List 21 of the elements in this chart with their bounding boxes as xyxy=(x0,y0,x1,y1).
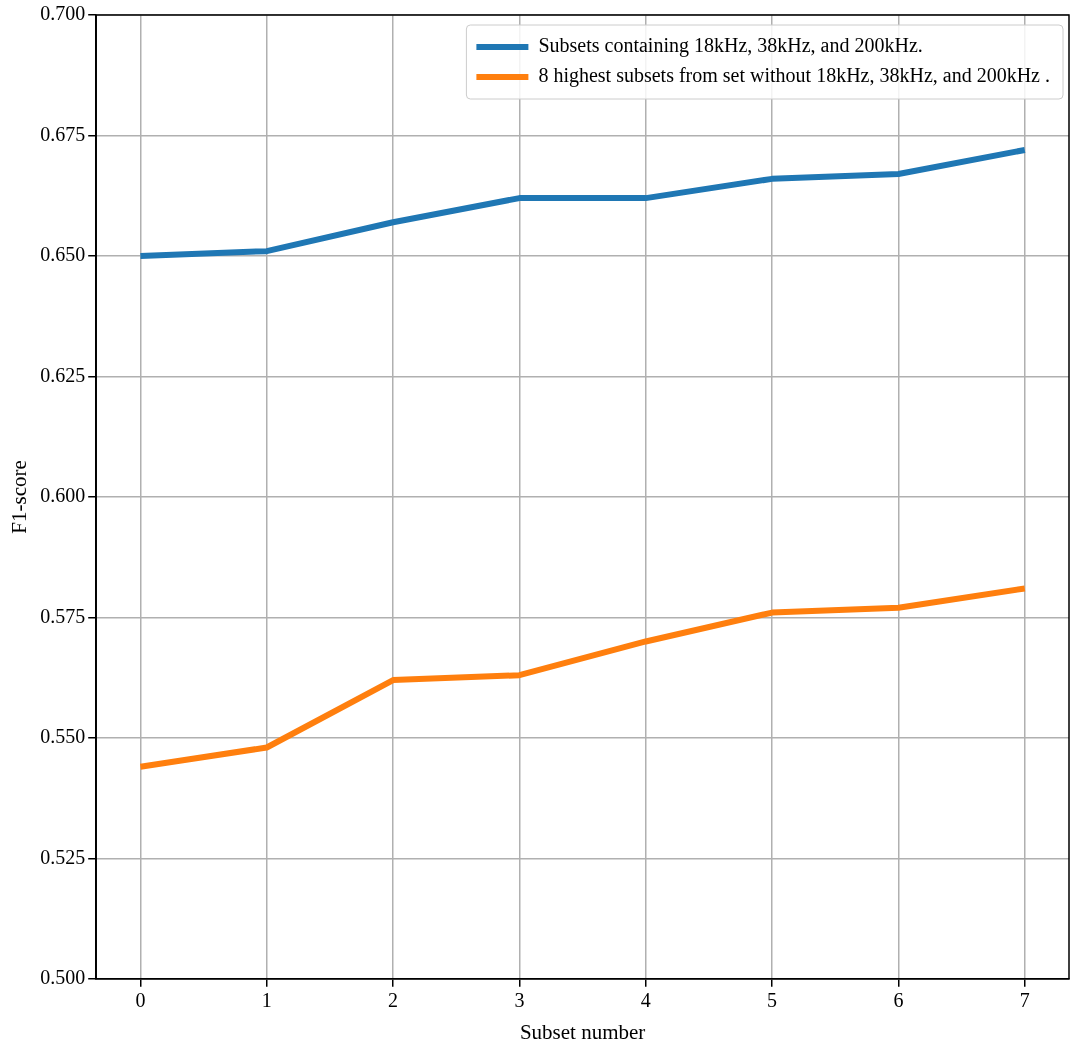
x-axis-title: Subset number xyxy=(519,1019,646,1044)
x-tick-label: 2 xyxy=(388,989,399,1012)
x-tick-label: 1 xyxy=(261,989,272,1012)
y-tick-label: 0.650 xyxy=(40,243,86,266)
y-tick-label: 0.675 xyxy=(40,122,86,145)
x-tick-label: 3 xyxy=(514,989,525,1012)
legend-label: Subsets containing 18kHz, 38kHz, and 200kHz. xyxy=(538,34,923,58)
y-axis-title: F1-score xyxy=(7,460,32,534)
y-tick-label: 0.600 xyxy=(40,484,86,507)
x-tick-label: 0 xyxy=(135,989,146,1012)
x-tick-label: 7 xyxy=(1019,989,1030,1012)
legend-label: 8 highest subsets from set without 18kHz, 38kHz, and 200kHz . xyxy=(538,64,1051,88)
y-tick-label: 0.700 xyxy=(40,2,86,25)
y-tick-label: 0.525 xyxy=(40,845,86,868)
y-tick-label: 0.625 xyxy=(40,363,86,386)
y-tick-label: 0.575 xyxy=(40,604,86,627)
x-tick-label: 4 xyxy=(640,989,651,1012)
x-tick-label: 6 xyxy=(893,989,904,1012)
y-tick-label: 0.500 xyxy=(40,966,86,989)
x-tick-label: 5 xyxy=(767,989,778,1012)
y-tick-label: 0.550 xyxy=(40,725,86,748)
